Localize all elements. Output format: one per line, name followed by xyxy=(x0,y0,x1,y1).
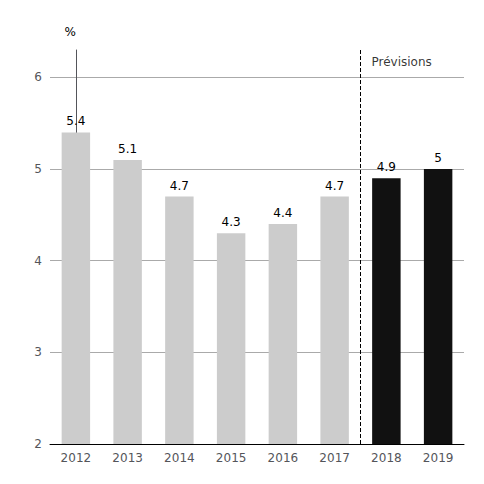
svg-text:4.7: 4.7 xyxy=(325,179,344,193)
svg-text:4: 4 xyxy=(34,254,42,268)
svg-text:2015: 2015 xyxy=(216,451,247,465)
svg-text:4.4: 4.4 xyxy=(273,206,292,220)
svg-text:2017: 2017 xyxy=(319,451,350,465)
svg-text:5: 5 xyxy=(434,151,442,165)
svg-text:4.3: 4.3 xyxy=(222,215,241,229)
svg-text:Prévisions: Prévisions xyxy=(372,55,432,69)
svg-text:%: % xyxy=(64,25,75,39)
svg-text:2: 2 xyxy=(34,437,42,451)
svg-text:2012: 2012 xyxy=(61,451,92,465)
svg-text:4.9: 4.9 xyxy=(377,160,396,174)
svg-text:5.1: 5.1 xyxy=(118,142,137,156)
svg-text:6: 6 xyxy=(34,70,42,84)
svg-text:5: 5 xyxy=(34,162,42,176)
svg-text:4.7: 4.7 xyxy=(170,179,189,193)
svg-text:2019: 2019 xyxy=(423,451,454,465)
svg-text:3: 3 xyxy=(34,345,42,359)
svg-text:2016: 2016 xyxy=(268,451,299,465)
svg-text:2014: 2014 xyxy=(164,451,195,465)
svg-text:2018: 2018 xyxy=(371,451,402,465)
svg-text:5.4: 5.4 xyxy=(66,114,85,128)
svg-text:2013: 2013 xyxy=(112,451,143,465)
